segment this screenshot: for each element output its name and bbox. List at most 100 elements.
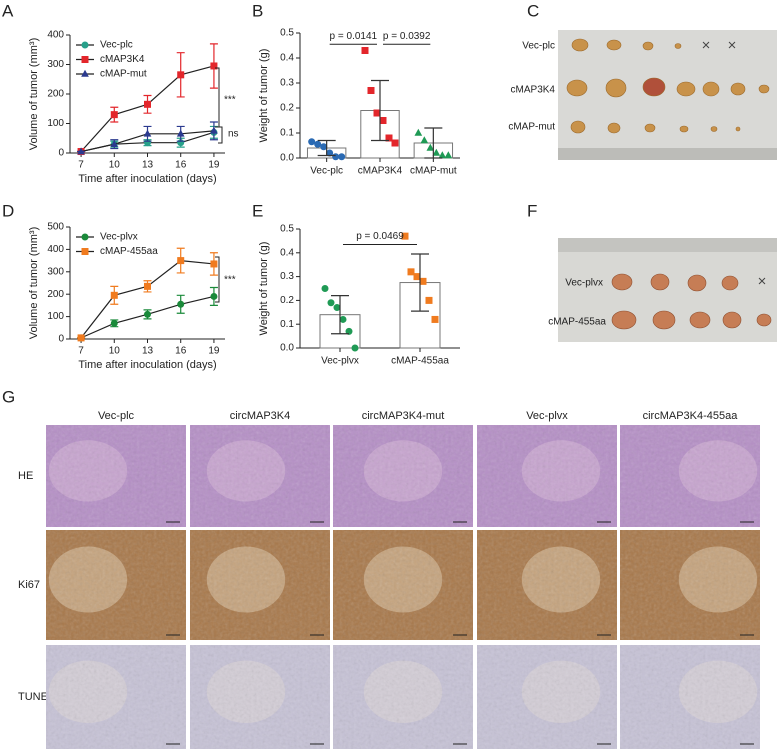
marker bbox=[110, 319, 118, 327]
photo-row-label: cMAP-455aa bbox=[548, 317, 606, 328]
x-axis-label: Time after inoculation (days) bbox=[78, 359, 216, 371]
marker bbox=[177, 257, 185, 265]
photo-row-label: cMAP-mut bbox=[508, 122, 555, 133]
marker bbox=[327, 299, 335, 307]
x-tick-label: 10 bbox=[109, 346, 121, 357]
y-tick-label: 0.1 bbox=[280, 319, 294, 330]
panel-label: C bbox=[527, 1, 539, 20]
micrograph-texture bbox=[620, 530, 760, 640]
marker bbox=[345, 327, 353, 335]
y-tick-label: 0.3 bbox=[280, 78, 294, 89]
y-tick-label: 0.5 bbox=[280, 224, 294, 235]
marker bbox=[308, 138, 316, 146]
marker bbox=[81, 41, 89, 49]
marker bbox=[379, 117, 387, 124]
column-header: circMAP3K4-mut bbox=[362, 410, 445, 422]
marker bbox=[438, 151, 447, 159]
marker bbox=[444, 151, 453, 159]
y-tick-label: 0.3 bbox=[280, 271, 294, 282]
x-tick-label: cMAP3K4 bbox=[358, 166, 403, 177]
annotation: *** bbox=[224, 275, 236, 286]
x-axis-label: Time after inoculation (days) bbox=[78, 173, 216, 185]
marker bbox=[77, 147, 85, 155]
x-tick-label: cMAP-mut bbox=[410, 166, 457, 177]
marker bbox=[432, 148, 441, 156]
column-header: circMAP3K4 bbox=[230, 410, 291, 422]
y-axis-label: Volume of tumor (mm³) bbox=[28, 227, 40, 339]
photo-row-label: cMAP3K4 bbox=[511, 85, 556, 96]
micrograph-texture bbox=[46, 530, 186, 640]
y-axis-label: Weight of tumor (g) bbox=[258, 242, 270, 336]
micrograph-texture bbox=[46, 425, 186, 527]
column-header: circMAP3K4-455aa bbox=[643, 410, 739, 422]
column-header: Vec-plc bbox=[98, 410, 135, 422]
marker bbox=[373, 109, 381, 117]
marker bbox=[351, 344, 359, 352]
marker bbox=[210, 260, 218, 268]
marker bbox=[177, 71, 185, 79]
legend-label: cMAP-455aa bbox=[100, 246, 158, 257]
row-label: TUNEL bbox=[18, 691, 54, 703]
marker bbox=[426, 143, 435, 151]
marker bbox=[333, 304, 341, 312]
annotation: *** bbox=[224, 95, 236, 106]
micrograph-texture bbox=[477, 645, 617, 749]
x-tick-label: Vec-plvx bbox=[321, 356, 359, 367]
panel-label: D bbox=[2, 201, 14, 220]
y-tick-label: 400 bbox=[47, 244, 64, 255]
y-tick-label: 300 bbox=[47, 266, 64, 277]
marker bbox=[339, 315, 347, 323]
y-tick-label: 100 bbox=[47, 311, 64, 322]
x-tick-label: 13 bbox=[142, 160, 154, 171]
y-tick-label: 500 bbox=[47, 222, 64, 233]
error-bar bbox=[331, 295, 349, 335]
micrograph-texture bbox=[190, 530, 330, 640]
marker bbox=[110, 139, 119, 147]
marker bbox=[320, 143, 328, 151]
legend-label: cMAP3K4 bbox=[100, 54, 145, 65]
marker bbox=[385, 134, 393, 142]
y-tick-label: 0.4 bbox=[280, 53, 294, 64]
marker bbox=[431, 315, 439, 323]
error-bar bbox=[411, 253, 429, 312]
marker bbox=[144, 100, 151, 108]
marker bbox=[81, 56, 89, 63]
error-bar bbox=[317, 139, 336, 157]
micrograph-texture bbox=[333, 645, 473, 749]
marker bbox=[81, 233, 89, 241]
row-label: Ki67 bbox=[18, 579, 40, 591]
marker bbox=[81, 69, 89, 77]
y-tick-label: 0.2 bbox=[280, 295, 294, 306]
y-tick-label: 400 bbox=[47, 30, 64, 41]
micrograph-texture bbox=[333, 530, 473, 640]
error-bar bbox=[424, 127, 443, 159]
marker bbox=[210, 62, 218, 70]
annotation: p = 0.0141 bbox=[330, 31, 378, 42]
x-tick-label: 16 bbox=[175, 160, 187, 171]
annotation: p = 0.0469 bbox=[356, 231, 404, 242]
micrograph-texture bbox=[620, 645, 760, 749]
micrograph-texture bbox=[333, 425, 473, 527]
marker bbox=[110, 111, 118, 119]
tumor-photo bbox=[558, 238, 777, 342]
y-tick-label: 0.0 bbox=[280, 153, 294, 164]
panel-label: B bbox=[252, 1, 263, 20]
row-label: HE bbox=[18, 470, 33, 482]
y-tick-label: 200 bbox=[47, 289, 64, 300]
micrograph-texture bbox=[477, 530, 617, 640]
x-tick-label: 19 bbox=[208, 160, 220, 171]
x-tick-label: 7 bbox=[78, 346, 84, 357]
bracket bbox=[215, 256, 220, 303]
micrograph-texture bbox=[46, 645, 186, 749]
annotation: ns bbox=[228, 129, 239, 140]
marker bbox=[210, 126, 218, 134]
marker bbox=[144, 310, 151, 318]
micrograph-texture bbox=[190, 645, 330, 749]
marker bbox=[401, 232, 409, 240]
marker bbox=[210, 292, 218, 300]
marker bbox=[407, 268, 415, 276]
marker bbox=[391, 139, 399, 147]
micrograph-texture bbox=[620, 425, 760, 527]
marker bbox=[326, 149, 334, 157]
